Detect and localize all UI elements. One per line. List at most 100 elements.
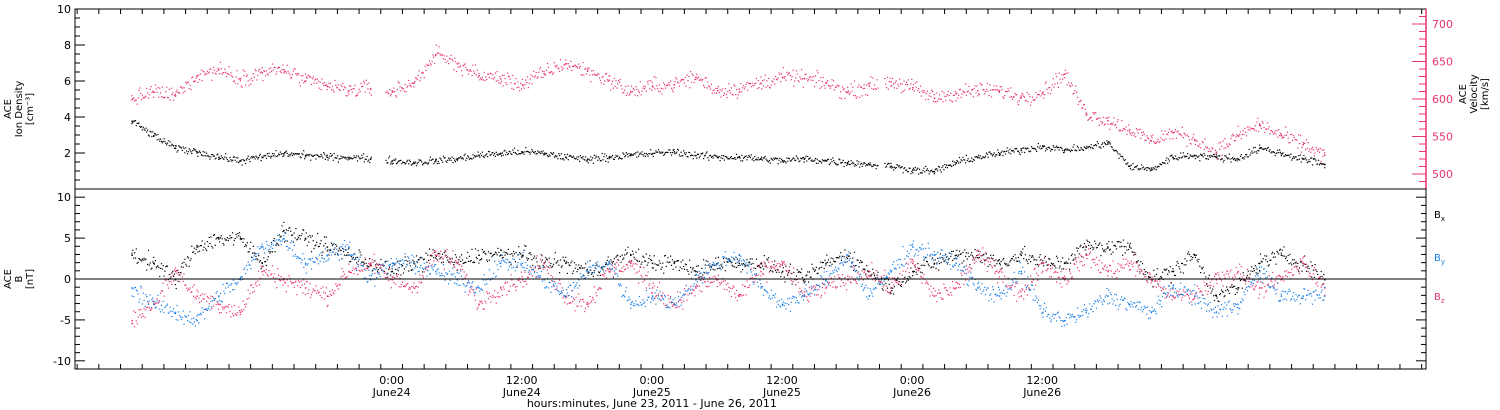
ion-density-point [1024, 147, 1026, 149]
bz-point [178, 274, 180, 276]
ion-density-point [221, 156, 223, 158]
velocity-point [651, 89, 653, 91]
ion-density-point [860, 162, 863, 164]
bx-point [203, 246, 205, 248]
bz-point [774, 268, 776, 270]
bz-point [222, 308, 224, 310]
velocity-point [252, 80, 254, 82]
bx-point [375, 264, 377, 266]
bz-point [501, 294, 503, 296]
bx-point [1050, 265, 1052, 267]
ion-density-point [298, 153, 300, 155]
bx-point [1124, 252, 1126, 254]
velocity-point [690, 70, 692, 73]
velocity-point [598, 73, 600, 75]
ion-density-point [1313, 157, 1315, 159]
bx-point [657, 264, 660, 266]
bx-point [201, 240, 203, 242]
velocity-point [230, 72, 232, 74]
bx-point [1035, 264, 1037, 266]
velocity-point [832, 84, 834, 86]
bz-point [529, 271, 531, 273]
bx-point [1115, 245, 1117, 247]
bx-point [533, 255, 536, 257]
bz-point [408, 288, 410, 290]
ion-density-point [1142, 166, 1144, 168]
ion-density-point [1095, 143, 1097, 146]
bx-point [559, 259, 562, 261]
bz-point [522, 286, 524, 288]
bz-point [712, 276, 714, 278]
bz-point [260, 265, 262, 267]
bz-point [402, 286, 405, 288]
velocity-point [1046, 88, 1048, 90]
velocity-point [432, 54, 434, 56]
velocity-point [807, 80, 809, 82]
ion-density-point [763, 157, 765, 159]
ion-density-point [988, 151, 990, 153]
ion-density-point [1215, 153, 1217, 155]
ion-density-point [258, 157, 260, 159]
ion-density-point [137, 122, 139, 124]
velocity-point [977, 95, 979, 97]
ion-density-point [486, 153, 488, 155]
velocity-point [787, 74, 789, 76]
ion-density-point [284, 152, 286, 154]
velocity-point [984, 93, 986, 95]
velocity-point [336, 86, 338, 88]
ion-density-point [366, 155, 368, 157]
velocity-value-point [868, 85, 871, 87]
velocity-value-point [239, 78, 242, 80]
velocity-point [358, 88, 360, 90]
bx-point [827, 259, 830, 261]
ion-density-point [240, 159, 242, 161]
ion-density-point [889, 166, 891, 168]
ion-density-point [1180, 152, 1182, 154]
bx-point [717, 256, 719, 258]
velocity-point [400, 90, 402, 92]
bx-point [404, 256, 406, 258]
bx-point [174, 284, 176, 286]
ion-density-point [1255, 151, 1257, 153]
bz-point [136, 323, 138, 325]
ion-density-point [1144, 168, 1146, 170]
velocity-point [1148, 142, 1151, 144]
velocity-point [1127, 130, 1129, 132]
velocity-point [1214, 149, 1216, 151]
ion-density-point [971, 161, 974, 163]
velocity-point [513, 88, 515, 91]
ion-density-point [661, 152, 663, 154]
ion-density-point [793, 157, 795, 159]
bz-point [738, 293, 740, 295]
ion-density-point [875, 168, 877, 170]
ion-density-point [646, 154, 648, 156]
bx-point [363, 261, 365, 263]
velocity-point [546, 69, 548, 71]
bx-point [1054, 265, 1056, 267]
bx-point [1220, 289, 1223, 291]
ion-density-point [685, 152, 687, 154]
velocity-point [725, 93, 727, 96]
velocity-point [1012, 96, 1014, 98]
velocity-point [806, 78, 808, 80]
bz-point [776, 263, 778, 265]
bx-point [263, 257, 265, 259]
velocity-point [730, 87, 732, 89]
bx-point [306, 245, 308, 247]
bx-point [856, 259, 858, 261]
bx-point [286, 240, 288, 242]
bx-point [1286, 260, 1288, 262]
bz-point [148, 307, 150, 309]
velocity-point [1037, 94, 1039, 96]
ion-density-point [835, 163, 837, 165]
bx-point [199, 250, 201, 252]
bx-point [243, 238, 245, 240]
velocity-point [624, 85, 627, 88]
ion-density-point [944, 163, 946, 166]
ion-density-point [1308, 159, 1310, 161]
ion-density-point [1220, 159, 1222, 161]
velocity-point [213, 69, 215, 71]
velocity-point [622, 92, 624, 94]
bx-point [1199, 265, 1201, 267]
bx-point [1250, 270, 1252, 272]
